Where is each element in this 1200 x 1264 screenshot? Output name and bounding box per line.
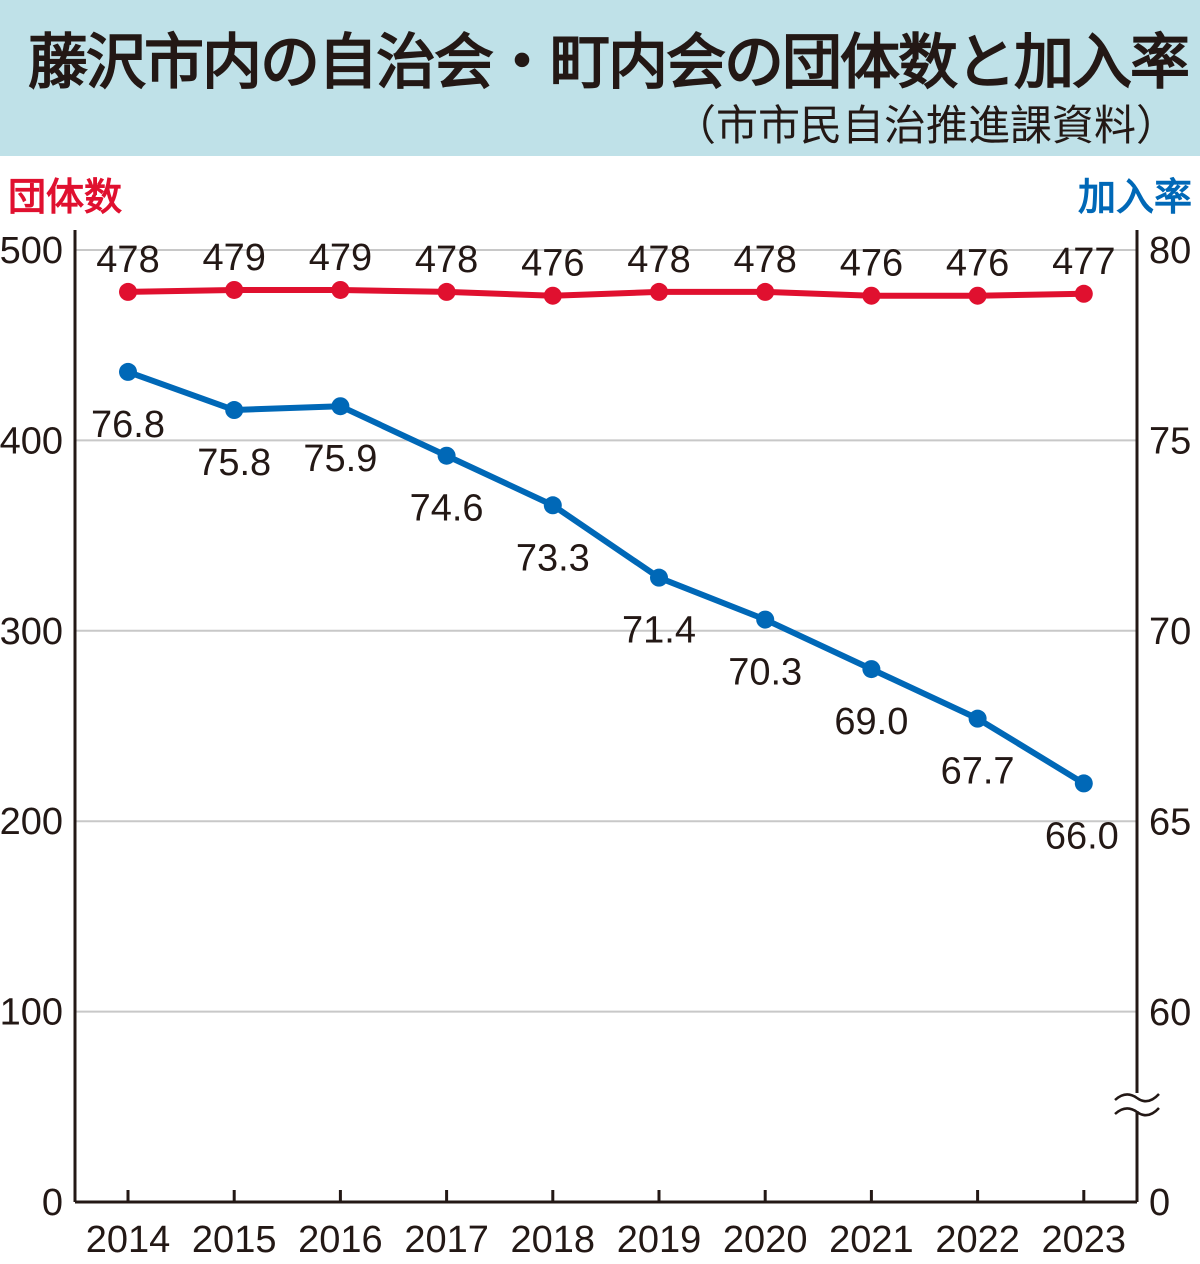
data-label: 479: [309, 237, 372, 279]
chart-source: （市市民自治推進課資料）: [673, 102, 1178, 149]
x-tick-label: 2018: [511, 1219, 596, 1261]
axis-break-gap: [1115, 1093, 1159, 1111]
right-tick-label: 70: [1149, 611, 1191, 653]
series-line-rate: [126, 369, 1086, 786]
x-tick-label: 2023: [1042, 1219, 1127, 1261]
right-tick-label: 60: [1149, 992, 1191, 1034]
data-label: 69.0: [834, 701, 908, 743]
data-label: 476: [521, 243, 584, 285]
data-label: 75.8: [197, 442, 271, 484]
chart-title: 藤沢市内の自治会・町内会の団体数と加入率: [28, 29, 1190, 96]
series-line-count: [127, 286, 1084, 299]
x-tick-label: 2020: [723, 1219, 808, 1261]
data-label: 67.7: [941, 751, 1015, 793]
data-label: 476: [946, 243, 1009, 285]
data-label: 73.3: [516, 537, 590, 579]
right-tick-label: 75: [1149, 421, 1191, 463]
left-tick-label: 100: [0, 992, 63, 1034]
data-label: 76.8: [91, 404, 165, 446]
data-point: [968, 709, 987, 728]
data-label: 478: [415, 239, 478, 281]
data-point: [543, 496, 562, 515]
data-label: 477: [1052, 241, 1115, 283]
right-axis-title: 加入率: [1077, 177, 1192, 219]
x-tick-label: 2019: [617, 1219, 702, 1261]
data-point: [756, 282, 775, 301]
x-tick-label: 2021: [829, 1219, 914, 1261]
axis-break-icon: [1114, 1093, 1160, 1117]
data-point: [862, 660, 881, 679]
data-point: [1074, 284, 1093, 303]
data-point: [756, 610, 775, 629]
data-point: [650, 568, 668, 587]
left-tick-label: 500: [0, 230, 63, 272]
right-tick-label: 80: [1149, 230, 1191, 272]
data-point: [437, 446, 456, 465]
data-label: 66.0: [1045, 815, 1119, 857]
data-label: 476: [840, 243, 903, 285]
right-tick-label: 65: [1149, 802, 1191, 844]
data-label: 75.9: [303, 438, 377, 480]
left-tick-label: 300: [0, 611, 63, 653]
x-tick-label: 2022: [935, 1219, 1020, 1261]
data-label: 479: [202, 237, 265, 279]
data-point: [437, 282, 456, 301]
data-point: [968, 286, 987, 305]
data-label: 71.4: [622, 610, 696, 652]
data-point: [225, 280, 244, 299]
left-axis-title: 団体数: [8, 177, 123, 219]
data-point: [331, 280, 350, 299]
x-tick-label: 2017: [404, 1219, 489, 1261]
left-tick-label: 400: [0, 420, 63, 462]
data-point: [331, 397, 350, 416]
data-label: 478: [96, 239, 159, 281]
data-point: [1074, 774, 1093, 793]
data-point: [119, 362, 137, 381]
data-point: [862, 286, 881, 305]
data-label: 74.6: [410, 488, 484, 530]
data-label: 70.3: [728, 652, 802, 694]
left-tick-label: 0: [42, 1182, 63, 1224]
data-point: [119, 282, 137, 301]
data-label: 478: [733, 239, 796, 281]
data-point: [225, 401, 244, 420]
x-tick-label: 2016: [298, 1219, 383, 1261]
right-tick-label: 0: [1149, 1182, 1170, 1224]
data-point: [543, 286, 562, 305]
x-tick-label: 2014: [86, 1219, 171, 1261]
x-tick-label: 2015: [192, 1219, 277, 1261]
data-label: 478: [627, 239, 690, 281]
data-point: [650, 282, 668, 301]
title-banner: 藤沢市内の自治会・町内会の団体数と加入率 （市市民自治推進課資料）: [0, 0, 1200, 156]
left-tick-label: 200: [0, 801, 63, 843]
